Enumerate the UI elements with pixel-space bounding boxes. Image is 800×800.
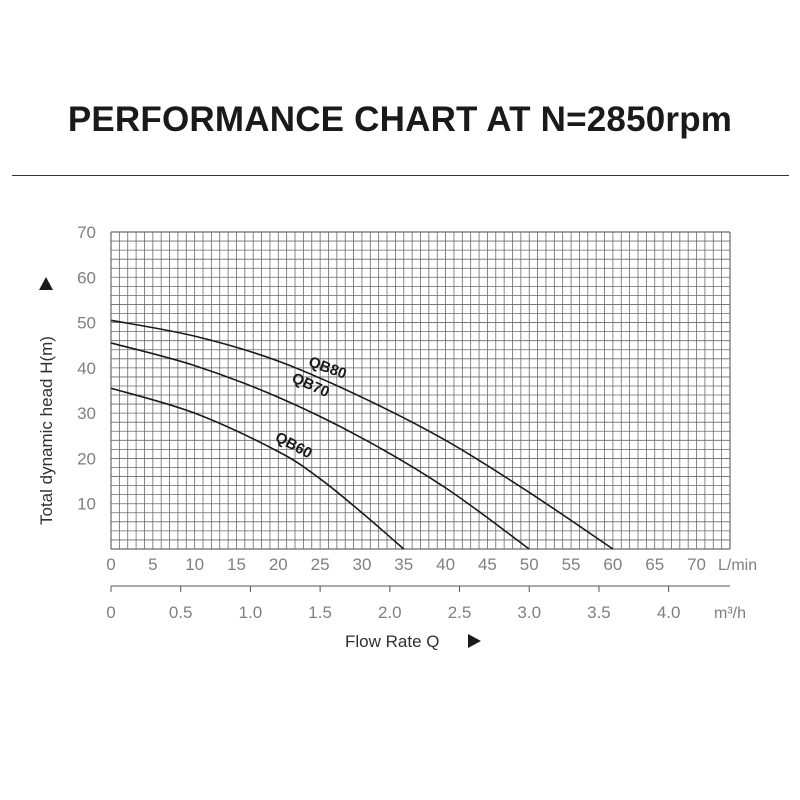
x-tick-label: 55: [562, 555, 581, 574]
x-tick-label: 45: [478, 555, 497, 574]
x-tick-label: 40: [436, 555, 455, 574]
x-tick-label: 25: [311, 555, 330, 574]
x-tick-label: 5: [148, 555, 157, 574]
x2-tick-label: 3.5: [587, 603, 611, 622]
curve-qb80: [110, 319, 614, 550]
y-tick-label: 20: [77, 449, 96, 468]
y-axis-title: Total dynamic head H(m): [37, 336, 56, 525]
x-tick-label: 35: [394, 555, 413, 574]
x2-tick-label: 3.0: [517, 603, 541, 622]
x2-tick-label: 1.0: [239, 603, 263, 622]
y-tick-labels: 10 20 30 40 50 60 70: [77, 223, 96, 514]
grid: [110, 231, 731, 550]
x-tick-label: 10: [185, 555, 204, 574]
x-tick-label: 15: [227, 555, 246, 574]
y-tick-label: 10: [77, 495, 96, 514]
curves: [110, 319, 614, 550]
x2-tick-label: 2.5: [448, 603, 472, 622]
y-tick-label: 60: [77, 268, 96, 287]
x-tick-label: 65: [645, 555, 664, 574]
x-axis-title: Flow Rate Q: [345, 632, 439, 651]
curve-qb60: [110, 387, 405, 550]
x2-tick-label: 0: [106, 603, 115, 622]
y-axis-arrow-icon: [39, 277, 53, 290]
x-tick-label: 60: [603, 555, 622, 574]
x2-tick-label: 4.0: [657, 603, 681, 622]
x2-unit-label: m³/h: [714, 605, 746, 622]
x-tick-labels: 0 5 10 15 20 25 30 35 40 45 50 55 60 65 70: [106, 555, 706, 574]
x2-tick-label: 1.5: [308, 603, 332, 622]
x-tick-label: 50: [520, 555, 539, 574]
curve-qb70: [110, 342, 530, 550]
x2-tick-label: 2.0: [378, 603, 402, 622]
y-tick-label: 30: [77, 404, 96, 423]
x-tick-label: 70: [687, 555, 706, 574]
x-unit-label: L/min: [718, 557, 757, 574]
x-tick-label: 30: [352, 555, 371, 574]
secondary-x-axis: 0 0.5 1.0 1.5 2.0 2.5 3.0 3.5 4.0: [106, 585, 730, 622]
x-tick-label: 0: [106, 555, 115, 574]
y-tick-label: 50: [77, 314, 96, 333]
y-tick-label: 70: [77, 223, 96, 242]
chart-title: PERFORMANCE CHART AT N=2850rpm: [67, 100, 733, 139]
title-divider: [12, 175, 789, 176]
x-axis-arrow-icon: [468, 634, 481, 648]
x2-tick-label: 0.5: [169, 603, 193, 622]
x-tick-label: 20: [269, 555, 288, 574]
y-tick-label: 40: [77, 359, 96, 378]
